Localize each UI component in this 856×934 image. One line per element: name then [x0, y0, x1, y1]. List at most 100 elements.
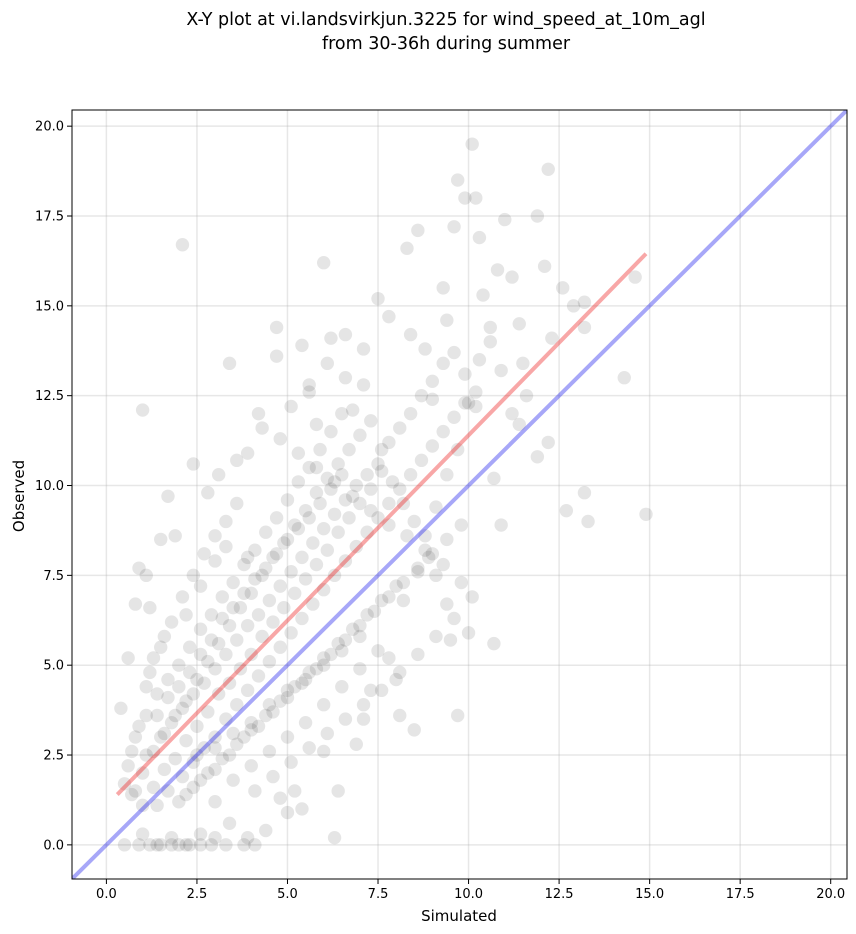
scatter-point — [201, 486, 215, 500]
scatter-point — [161, 672, 175, 687]
scatter-point — [425, 439, 440, 453]
scatter-point — [490, 263, 505, 277]
scatter-point — [436, 557, 450, 572]
x-tick-label: 17.5 — [726, 887, 755, 902]
scatter-point — [128, 597, 143, 611]
scatter-point — [262, 654, 277, 669]
scatter-point — [288, 518, 302, 532]
scatter-point — [208, 830, 222, 845]
scatter-point — [425, 547, 440, 561]
scatter-point — [291, 521, 306, 536]
scatter-point — [465, 590, 479, 604]
scatter-point — [487, 471, 501, 486]
scatter-point — [396, 593, 411, 608]
scatter-point — [320, 356, 335, 371]
scatter-point — [356, 378, 371, 392]
scatter-point — [240, 446, 255, 460]
scatter-point — [240, 550, 255, 565]
scatter-point — [164, 838, 179, 852]
scatter-point — [429, 500, 443, 514]
scatter-point — [469, 385, 483, 399]
scatter-point — [450, 708, 465, 723]
scatter-point — [125, 787, 139, 802]
scatter-point — [411, 223, 425, 238]
scatter-point — [371, 457, 385, 471]
scatter-point — [425, 392, 440, 406]
scatter-point — [201, 705, 215, 719]
x-tick-label: 20.0 — [816, 887, 845, 902]
scatter-point — [143, 838, 157, 852]
chart-title-line-2: from 30-36h during summer — [322, 34, 571, 54]
scatter-point — [313, 442, 327, 457]
scatter-point — [353, 662, 367, 676]
scatter-point — [302, 665, 316, 680]
scatter-point — [371, 511, 385, 525]
scatter-point — [436, 424, 450, 439]
scatter-point — [487, 636, 501, 651]
one-to-one-line — [72, 110, 847, 879]
grid-lines — [72, 110, 847, 879]
scatter-point — [371, 644, 385, 658]
scatter-point — [244, 647, 258, 662]
scatter-point — [374, 464, 389, 478]
scatter-point — [175, 238, 190, 252]
scatter-point — [161, 784, 175, 798]
x-tick-label: 15.0 — [635, 887, 664, 902]
scatter-point — [201, 654, 215, 669]
scatter-point — [320, 543, 335, 557]
scatter-point — [371, 291, 385, 306]
scatter-point — [190, 719, 204, 733]
x-tick-label: 7.5 — [368, 887, 389, 902]
scatter-point — [403, 468, 418, 482]
scatter-point — [411, 565, 425, 579]
scatter-point — [226, 773, 240, 787]
scatter-point — [186, 457, 201, 471]
scatter-point — [266, 550, 280, 565]
scatter-point — [364, 683, 378, 698]
scatter-point — [418, 543, 432, 557]
scatter-point — [316, 744, 331, 759]
scatter-point — [364, 503, 378, 518]
scatter-point — [447, 220, 461, 234]
scatter-point — [458, 191, 472, 205]
scatter-point — [273, 791, 287, 805]
scatter-point — [284, 755, 298, 769]
scatter-point — [280, 690, 295, 705]
scatter-point — [273, 579, 287, 593]
scatter-point — [469, 399, 483, 414]
scatter-point — [211, 687, 226, 701]
scatter-point — [208, 741, 222, 755]
scatter-point — [117, 777, 132, 791]
scatter-point — [418, 529, 432, 543]
scatter-point — [121, 651, 135, 665]
scatter-point — [411, 647, 425, 662]
scatter-point — [262, 698, 277, 712]
scatter-point — [259, 561, 273, 575]
scatter-point — [244, 759, 258, 773]
scatter-point — [284, 626, 298, 640]
y-tick-label: 5.0 — [43, 659, 64, 674]
scatter-point — [494, 363, 508, 378]
scatter-point — [240, 618, 255, 633]
scatter-point — [233, 662, 248, 676]
scatter-point — [396, 496, 411, 511]
scatter-point — [465, 137, 479, 151]
scatter-point — [211, 468, 226, 482]
scatter-point — [331, 525, 345, 539]
scatter-point — [472, 353, 487, 367]
scatter-point — [519, 388, 534, 403]
scatter-point — [190, 672, 204, 687]
scatter-point — [338, 493, 353, 507]
scatter-point — [240, 830, 255, 845]
scatter-point — [324, 331, 338, 345]
scatter-point — [291, 475, 306, 489]
scatter-point — [374, 593, 389, 608]
scatter-point — [302, 378, 316, 392]
scatter-point — [360, 525, 374, 539]
scatter-point — [262, 593, 277, 608]
scatter-point — [143, 600, 157, 615]
scatter-point — [516, 356, 530, 371]
scatter-point — [215, 590, 229, 604]
scatter-point — [313, 496, 327, 511]
scatter-point — [154, 730, 168, 744]
